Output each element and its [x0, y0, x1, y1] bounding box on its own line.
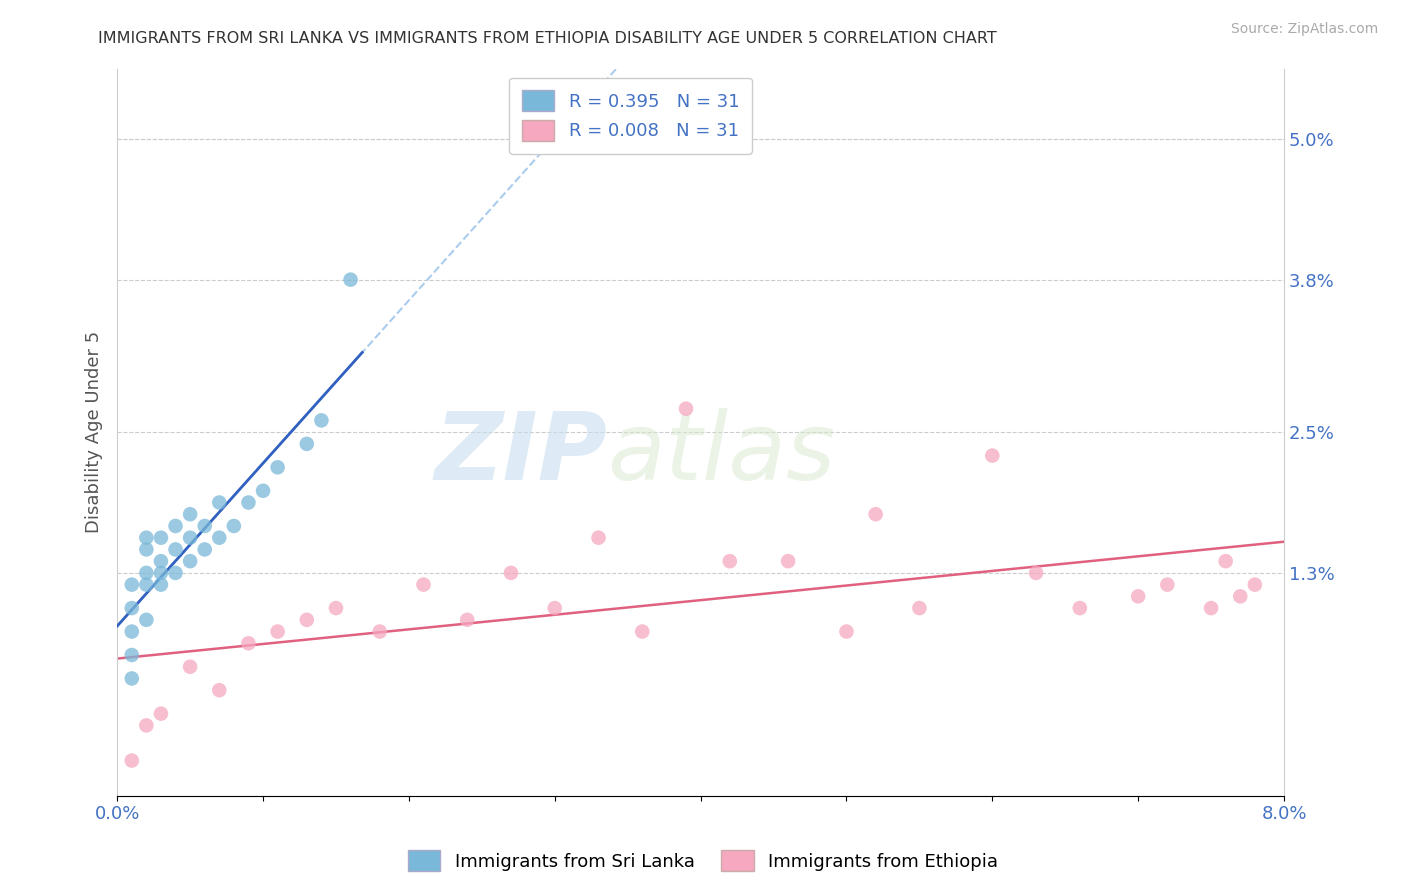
Point — [325, 601, 347, 615]
Point — [238, 495, 260, 509]
Point — [179, 659, 201, 673]
Point — [179, 554, 201, 568]
Point — [368, 624, 391, 639]
Point — [865, 508, 887, 522]
Point — [222, 519, 245, 533]
Point — [149, 531, 172, 545]
Legend: R = 0.395   N = 31, R = 0.008   N = 31: R = 0.395 N = 31, R = 0.008 N = 31 — [509, 78, 752, 153]
Point — [121, 624, 143, 639]
Point — [165, 519, 187, 533]
Point — [456, 613, 478, 627]
Point — [135, 613, 157, 627]
Point — [252, 483, 274, 498]
Point — [1215, 554, 1237, 568]
Point — [718, 554, 741, 568]
Point — [135, 531, 157, 545]
Point — [778, 554, 800, 568]
Point — [1199, 601, 1222, 615]
Legend: Immigrants from Sri Lanka, Immigrants from Ethiopia: Immigrants from Sri Lanka, Immigrants fr… — [401, 843, 1005, 879]
Text: ZIP: ZIP — [434, 408, 607, 500]
Point — [135, 542, 157, 557]
Point — [295, 437, 318, 451]
Text: IMMIGRANTS FROM SRI LANKA VS IMMIGRANTS FROM ETHIOPIA DISABILITY AGE UNDER 5 COR: IMMIGRANTS FROM SRI LANKA VS IMMIGRANTS … — [98, 31, 997, 46]
Point — [208, 683, 231, 698]
Point — [1156, 577, 1178, 591]
Point — [835, 624, 858, 639]
Text: atlas: atlas — [607, 409, 835, 500]
Point — [1128, 590, 1150, 604]
Point — [149, 706, 172, 721]
Point — [499, 566, 522, 580]
Point — [121, 648, 143, 662]
Point — [1069, 601, 1091, 615]
Point — [311, 413, 333, 427]
Text: Source: ZipAtlas.com: Source: ZipAtlas.com — [1230, 22, 1378, 37]
Point — [135, 577, 157, 591]
Point — [149, 566, 172, 580]
Point — [135, 718, 157, 732]
Point — [588, 531, 610, 545]
Point — [266, 624, 288, 639]
Point — [631, 624, 654, 639]
Point — [165, 566, 187, 580]
Point — [238, 636, 260, 650]
Point — [412, 577, 434, 591]
Point — [981, 449, 1004, 463]
Point — [295, 613, 318, 627]
Point — [121, 754, 143, 768]
Point — [165, 542, 187, 557]
Point — [179, 531, 201, 545]
Point — [135, 566, 157, 580]
Point — [1025, 566, 1047, 580]
Point — [1243, 577, 1265, 591]
Y-axis label: Disability Age Under 5: Disability Age Under 5 — [86, 331, 103, 533]
Point — [208, 495, 231, 509]
Point — [544, 601, 567, 615]
Point — [149, 554, 172, 568]
Point — [908, 601, 931, 615]
Point — [121, 601, 143, 615]
Point — [149, 577, 172, 591]
Point — [179, 508, 201, 522]
Point — [194, 542, 217, 557]
Point — [194, 519, 217, 533]
Point — [121, 672, 143, 686]
Point — [675, 401, 697, 416]
Point — [339, 273, 361, 287]
Point — [266, 460, 288, 475]
Point — [1229, 590, 1251, 604]
Point — [208, 531, 231, 545]
Point — [121, 577, 143, 591]
